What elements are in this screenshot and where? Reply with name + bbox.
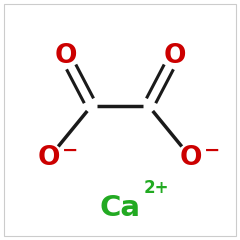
Text: O: O <box>163 43 186 69</box>
Text: O: O <box>38 145 60 171</box>
Text: 2+: 2+ <box>144 179 169 197</box>
Text: O: O <box>54 43 77 69</box>
Text: −: − <box>62 141 78 160</box>
Text: O: O <box>180 145 202 171</box>
Text: −: − <box>204 141 221 160</box>
Text: Ca: Ca <box>100 194 140 222</box>
